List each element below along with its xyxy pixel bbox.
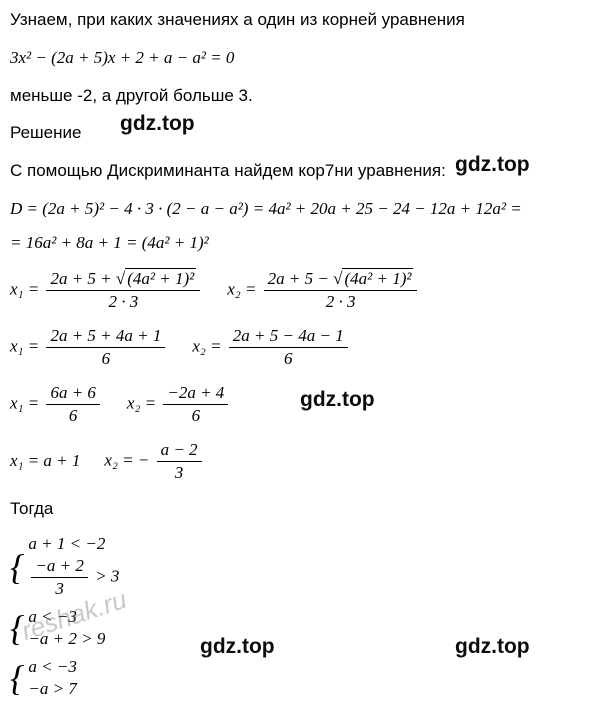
problem-condition: меньше -2, а другой больше 3. [10,84,585,108]
x2a-frac: 2a + 5 − (4a² + 1)² 2 · 3 [264,269,418,312]
x1a-frac: 2a + 5 + (4a² + 1)² 2 · 3 [46,269,200,312]
system-3: { a < −3 −a > 7 [10,657,585,699]
x2c-num: −2a + 4 [163,383,228,405]
sys1-r2-num: −a + 2 [31,556,87,578]
x2a-lhs: x₂ = [227,279,256,298]
discriminant-line2: = 16a² + 8a + 1 = (4a² + 1)² [10,231,585,255]
x1c-frac: 6a + 6 6 [46,383,99,426]
x1d-text: x₁ = a + 1 [10,451,80,470]
sys2-content: a < −3 −a + 2 > 9 [28,607,105,649]
solution-step1: С помощью Дискриминанта найдем кор7ни ур… [10,159,585,183]
sys2-r2: −a + 2 > 9 [28,629,105,649]
x2a-den: 2 · 3 [264,291,418,312]
x1a-lhs: x₁ = [10,279,39,298]
solution-header-text: Решение [10,123,81,142]
roots-row-a: x₁ = 2a + 5 + (4a² + 1)² 2 · 3 x₂ = 2a +… [10,269,585,312]
intro-text: Узнаем, при каких значениях a один из ко… [10,10,465,29]
x1c-lhs: x₁ = [10,393,39,412]
x2b-lhs: x₂ = [192,336,221,355]
brace-icon: { [10,534,24,599]
then-text: Тогда [10,499,53,518]
step1-text: С помощью Дискриминанта найдем кор7ни ур… [10,161,446,180]
x2c-lhs: x₂ = [127,393,156,412]
condition-text: меньше -2, а другой больше 3. [10,86,253,105]
system-2: { a < −3 −a + 2 > 9 [10,607,585,649]
x2b-den: 6 [229,348,348,369]
x1b-num: 2a + 5 + 4a + 1 [46,326,165,348]
x1-b: x₁ = 2a + 5 + 4a + 1 6 [10,326,168,369]
roots-row-b: x₁ = 2a + 5 + 4a + 1 6 x₂ = 2a + 5 − 4a … [10,326,585,369]
x1c-den: 6 [46,405,99,426]
sys1-r2: −a + 2 3 > 3 [28,556,119,599]
equation-text: 3x² − (2a + 5)x + 2 + a − a² = 0 [10,48,234,67]
x2d-frac: a − 2 3 [157,440,202,483]
roots-row-d: x₁ = a + 1 x₂ = − a − 2 3 [10,440,585,483]
x2d-lhs: x₂ = − [104,450,149,469]
brace-icon: { [10,607,24,649]
x1-c: x₁ = 6a + 6 6 [10,383,103,426]
x1b-frac: 2a + 5 + 4a + 1 6 [46,326,165,369]
disc2-text: = 16a² + 8a + 1 = (4a² + 1)² [10,233,209,252]
x2-d: x₂ = − a − 2 3 [104,440,204,483]
brace-icon: { [10,657,24,699]
x1-d: x₁ = a + 1 [10,451,80,471]
x2a-num: 2a + 5 − (4a² + 1)² [264,269,418,291]
x2b-frac: 2a + 5 − 4a − 1 6 [229,326,348,369]
x2d-num: a − 2 [157,440,202,462]
sys1-r2-op: > 3 [91,567,119,586]
x1b-den: 6 [46,348,165,369]
x1b-lhs: x₁ = [10,336,39,355]
sys3-r2: −a > 7 [28,679,76,699]
sys3-r1: a < −3 [28,657,76,677]
sys3-content: a < −3 −a > 7 [28,657,76,699]
x2d-den: 3 [157,462,202,483]
sys1-content: a + 1 < −2 −a + 2 3 > 3 [28,534,119,599]
x1a-num: 2a + 5 + (4a² + 1)² [46,269,200,291]
sys1-r1: a + 1 < −2 [28,534,119,554]
problem-intro: Узнаем, при каких значениях a один из ко… [10,8,585,32]
x2-c: x₂ = −2a + 4 6 [127,383,231,426]
problem-equation: 3x² − (2a + 5)x + 2 + a − a² = 0 [10,46,585,70]
x2c-frac: −2a + 4 6 [163,383,228,426]
system-1: { a + 1 < −2 −a + 2 3 > 3 [10,534,585,599]
x2-b: x₂ = 2a + 5 − 4a − 1 6 [192,326,350,369]
x2-a: x₂ = 2a + 5 − (4a² + 1)² 2 · 3 [227,269,420,312]
x2c-den: 6 [163,405,228,426]
then-label: Тогда [10,497,585,521]
x2b-num: 2a + 5 − 4a − 1 [229,326,348,348]
x1c-num: 6a + 6 [46,383,99,405]
disc1-text: D = (2a + 5)² − 4 · 3 · (2 − a − a²) = 4… [10,199,522,218]
x1a-den: 2 · 3 [46,291,200,312]
solution-header: Решение [10,121,585,145]
roots-row-c: x₁ = 6a + 6 6 x₂ = −2a + 4 6 [10,383,585,426]
x1-a: x₁ = 2a + 5 + (4a² + 1)² 2 · 3 [10,269,203,312]
sys1-r2-frac: −a + 2 3 [31,556,87,599]
sys2-r1: a < −3 [28,607,105,627]
sys1-r2-den: 3 [31,578,87,599]
discriminant-line1: D = (2a + 5)² − 4 · 3 · (2 − a − a²) = 4… [10,197,585,221]
